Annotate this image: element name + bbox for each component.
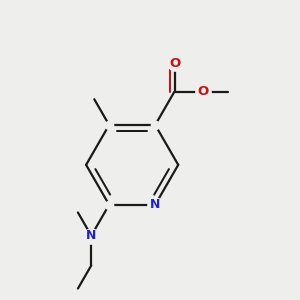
Text: O: O — [197, 85, 208, 98]
Text: N: N — [86, 229, 97, 242]
Text: N: N — [150, 198, 160, 211]
Text: O: O — [169, 57, 180, 70]
